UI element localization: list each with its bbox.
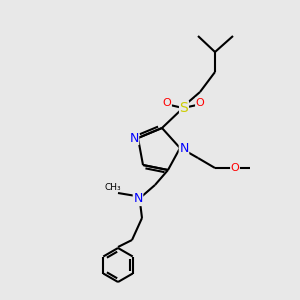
Text: N: N (129, 131, 139, 145)
Text: CH₃: CH₃ (105, 182, 121, 191)
Text: S: S (180, 101, 188, 115)
Text: N: N (133, 193, 143, 206)
Text: O: O (163, 98, 171, 108)
Text: O: O (196, 98, 204, 108)
Text: O: O (231, 163, 239, 173)
Text: N: N (179, 142, 189, 154)
